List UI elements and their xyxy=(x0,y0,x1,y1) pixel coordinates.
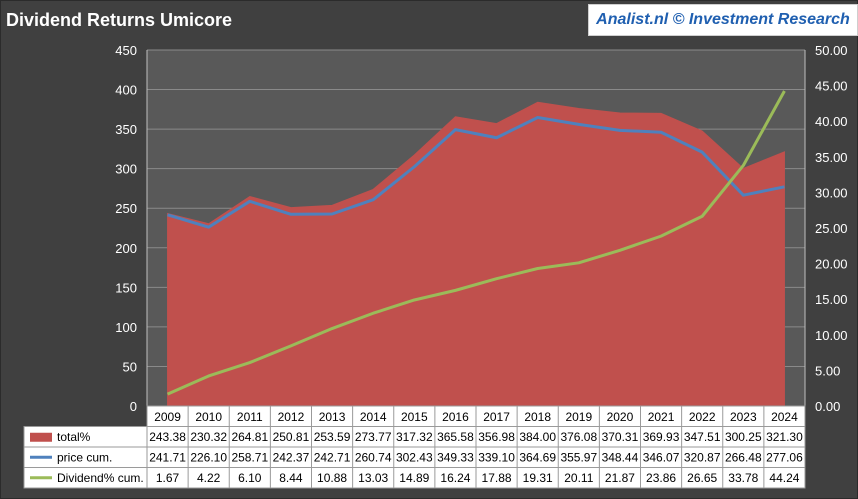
data-label: 369.93 xyxy=(643,430,680,444)
x-tick-label: 2009 xyxy=(154,410,181,424)
y2-tick-label: 25.00 xyxy=(815,221,848,236)
data-label: 348.44 xyxy=(602,450,639,464)
data-label: 365.58 xyxy=(437,430,474,444)
data-label: 23.86 xyxy=(646,471,676,485)
data-label: 356.98 xyxy=(478,430,515,444)
data-label: 320.87 xyxy=(684,450,721,464)
data-label: 346.07 xyxy=(643,450,680,464)
data-label: 6.10 xyxy=(238,471,262,485)
data-label: 347.51 xyxy=(684,430,721,444)
data-label: 349.33 xyxy=(437,450,474,464)
data-label: 370.31 xyxy=(602,430,639,444)
y-tick-label: 50 xyxy=(123,359,137,374)
x-tick-label: 2019 xyxy=(565,410,592,424)
data-label: 273.77 xyxy=(355,430,392,444)
legend-label: Dividend% cum. xyxy=(57,471,144,485)
x-tick-label: 2016 xyxy=(442,410,469,424)
data-label: 339.10 xyxy=(478,450,515,464)
data-label: 355.97 xyxy=(560,450,597,464)
y-tick-label: 250 xyxy=(115,201,137,216)
series-price-line xyxy=(167,115,785,229)
y2-tick-label: 5.00 xyxy=(815,363,840,378)
data-label: 44.24 xyxy=(769,471,799,485)
y2-tick-label: 35.00 xyxy=(815,150,848,165)
legend-label: total% xyxy=(57,430,91,444)
data-label: 13.03 xyxy=(358,471,388,485)
data-label: 241.71 xyxy=(149,450,186,464)
data-label: 10.88 xyxy=(317,471,347,485)
data-label: 226.10 xyxy=(190,450,227,464)
data-label: 260.74 xyxy=(355,450,392,464)
x-tick-label: 2014 xyxy=(360,410,387,424)
data-label: 243.38 xyxy=(149,430,186,444)
y2-tick-label: 20.00 xyxy=(815,257,848,272)
data-label: 302.43 xyxy=(396,450,433,464)
x-tick-label: 2021 xyxy=(648,410,675,424)
x-tick-label: 2022 xyxy=(689,410,716,424)
y-tick-label: 300 xyxy=(115,162,137,177)
y2-tick-label: 50.00 xyxy=(815,43,848,58)
y-tick-label: 400 xyxy=(115,83,137,98)
data-label: 317.32 xyxy=(396,430,433,444)
y-tick-label: 150 xyxy=(115,280,137,295)
data-label: 21.87 xyxy=(605,471,635,485)
data-label: 242.37 xyxy=(273,450,310,464)
y2-tick-label: 40.00 xyxy=(815,114,848,129)
x-tick-label: 2011 xyxy=(237,410,263,424)
data-label: 33.78 xyxy=(728,471,758,485)
data-label: 258.71 xyxy=(231,450,268,464)
data-label: 266.48 xyxy=(725,450,762,464)
data-label: 376.08 xyxy=(560,430,597,444)
x-tick-label: 2023 xyxy=(730,410,757,424)
y-tick-label: 100 xyxy=(115,320,137,335)
data-label: 230.32 xyxy=(190,430,227,444)
brand-label: Analist.nl © Investment Research xyxy=(588,4,858,36)
y2-tick-label: 0.00 xyxy=(815,399,840,414)
series-dividend-line xyxy=(166,90,786,396)
x-tick-label: 2012 xyxy=(278,410,305,424)
data-label: 384.00 xyxy=(519,430,556,444)
data-label: 250.81 xyxy=(273,430,310,444)
x-tick-label: 2017 xyxy=(483,410,510,424)
y2-tick-label: 30.00 xyxy=(815,185,848,200)
x-tick-label: 2010 xyxy=(195,410,222,424)
data-label: 242.71 xyxy=(314,450,351,464)
y2-tick-label: 45.00 xyxy=(815,79,848,94)
data-label: 300.25 xyxy=(725,430,762,444)
data-label: 17.88 xyxy=(482,471,512,485)
data-label: 14.89 xyxy=(399,471,429,485)
y-tick-label: 450 xyxy=(115,43,137,58)
x-tick-label: 2013 xyxy=(319,410,346,424)
y-tick-label: 200 xyxy=(115,241,137,256)
data-label: 16.24 xyxy=(440,471,470,485)
x-tick-label: 2020 xyxy=(607,410,634,424)
legend-label: price cum. xyxy=(57,450,112,464)
x-tick-label: 2018 xyxy=(524,410,551,424)
series-total-area xyxy=(167,101,785,407)
y-tick-label: 350 xyxy=(115,122,137,137)
data-label: 26.65 xyxy=(687,471,717,485)
data-label: 20.11 xyxy=(564,471,593,485)
data-label: 277.06 xyxy=(766,450,803,464)
data-label: 4.22 xyxy=(197,471,221,485)
data-label: 8.44 xyxy=(279,471,303,485)
x-tick-label: 2024 xyxy=(771,410,798,424)
y2-tick-label: 10.00 xyxy=(815,328,848,343)
data-label: 364.69 xyxy=(519,450,556,464)
table-body xyxy=(23,426,806,489)
y2-tick-label: 15.00 xyxy=(815,292,848,307)
data-label: 1.67 xyxy=(156,471,180,485)
chart-title: Dividend Returns Umicore xyxy=(6,10,233,30)
data-label: 321.30 xyxy=(766,430,803,444)
x-tick-label: 2015 xyxy=(401,410,428,424)
data-label: 264.81 xyxy=(231,430,268,444)
data-label: 19.31 xyxy=(523,471,553,485)
legend-key-total xyxy=(30,432,52,442)
y-tick-label: 0 xyxy=(130,399,137,414)
data-label: 253.59 xyxy=(314,430,351,444)
